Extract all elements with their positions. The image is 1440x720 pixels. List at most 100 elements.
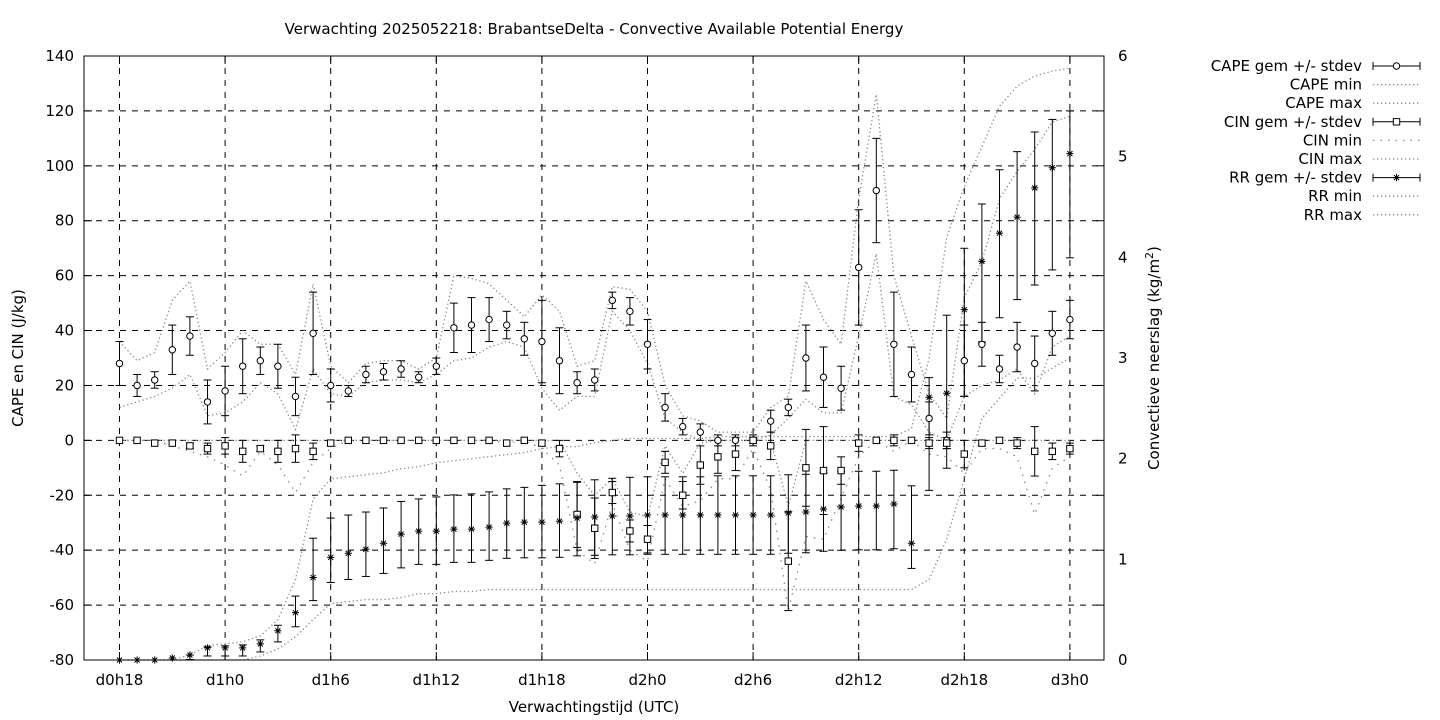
plot-frame	[83, 55, 1105, 661]
cape-mean-point	[344, 387, 352, 395]
rr-mean-point	[397, 530, 405, 538]
x-tick-label: d1h6	[312, 671, 350, 689]
rr-mean-point	[503, 519, 511, 527]
cape-mean-point	[415, 373, 423, 381]
rr-mean-point	[309, 573, 317, 582]
chart-title: Verwachting 2025052218: BrabantseDelta -…	[285, 20, 904, 38]
cape-mean-point	[186, 332, 194, 340]
rr-mean-point	[221, 644, 229, 652]
rr-mean-point	[362, 545, 370, 553]
cape-mean-point	[503, 321, 511, 329]
cin-mean-point	[256, 444, 265, 453]
cin-mean-point	[397, 436, 405, 445]
y2-axis-label: Convectieve neerslag (kg/m2)	[1143, 246, 1163, 470]
cin-mean-point	[925, 439, 933, 447]
rr-mean-point	[978, 257, 986, 265]
grid-lines	[84, 56, 1104, 660]
cape-mean-point	[872, 186, 880, 195]
cape-mean-point	[239, 362, 247, 370]
y-tick-label: -60	[50, 596, 75, 614]
y-tick-label: 100	[45, 157, 74, 175]
rr-max-line	[119, 67, 1071, 661]
cape-mean-point	[855, 263, 863, 272]
x-tick-label: d3h0	[1051, 671, 1089, 689]
cape-mean-point	[291, 392, 300, 401]
cape-mean-point	[679, 422, 687, 431]
cape-mean-point	[731, 436, 740, 445]
cin-mean-point	[819, 466, 828, 475]
legend-label: CAPE max	[1285, 94, 1362, 112]
rr-mean-point	[274, 627, 282, 635]
y-tick-label: 120	[45, 102, 74, 120]
cape-mean-point	[309, 329, 317, 337]
rr-mean-point	[1048, 164, 1056, 172]
x-tick-label: d0h18	[96, 671, 144, 689]
cape-mean-point	[555, 357, 564, 365]
rr-mean-point	[450, 525, 458, 533]
cape-mean-point	[1048, 329, 1057, 337]
rr-mean-point	[731, 511, 740, 519]
cape-mean-point	[978, 340, 986, 348]
cin-mean-point	[274, 447, 282, 456]
rr-mean-point	[749, 511, 757, 519]
rr-mean-point	[327, 553, 335, 561]
y-axis-label: CAPE en CIN (J/kg)	[9, 289, 27, 427]
y2-tick-label: 0	[1118, 651, 1128, 669]
cin-mean-point	[767, 442, 775, 450]
cape-mean-point	[995, 365, 1004, 373]
cin-mean-point	[538, 439, 546, 447]
right-axis-ticks: 6 5 4 3 2 1 0	[1118, 47, 1128, 669]
rr-mean-point	[415, 527, 423, 535]
y-tick-label: 140	[45, 47, 74, 65]
rr-mean-point	[256, 640, 264, 648]
cin-mean-point	[133, 436, 141, 445]
cape-mean-point	[608, 296, 616, 305]
cape-mean-point	[115, 359, 124, 368]
rr-mean-point	[643, 511, 652, 519]
rr-mean-point	[168, 654, 176, 662]
legend-marker	[1392, 62, 1401, 70]
cape-min-line	[119, 253, 1071, 442]
cape-mean-point	[432, 362, 440, 370]
cin-mean-point	[749, 436, 757, 445]
cape-mean-point	[890, 340, 898, 348]
cin-mean-point	[855, 439, 863, 447]
cape-mean-point	[362, 370, 370, 379]
x-tick-label: d2h6	[734, 671, 772, 689]
cape-mean-point	[485, 315, 493, 324]
cin-mean-point	[151, 439, 159, 447]
cape-mean-point	[379, 368, 388, 376]
cape-mean-point	[925, 414, 933, 423]
rr-mean-point	[1066, 150, 1074, 158]
rr-mean-point	[995, 229, 1004, 237]
rr-mean-point	[344, 549, 352, 557]
cin-mean-point	[995, 436, 1004, 445]
cape-mean-point	[133, 381, 141, 390]
y-tick-label: 20	[55, 376, 74, 394]
rr-mean-point	[467, 525, 476, 533]
cin-mean-point	[837, 466, 845, 475]
cape-mean-point	[450, 324, 458, 332]
cin-mean-point	[1031, 447, 1039, 456]
cin-mean-point	[379, 436, 388, 445]
cape-mean-point	[520, 335, 528, 343]
cape-mean-point	[274, 362, 282, 370]
cape-mean-point	[696, 428, 704, 436]
cape-mean-point	[327, 381, 335, 390]
y-tick-label: 80	[55, 212, 74, 230]
rr-mean-point	[784, 509, 792, 517]
y2-tick-label: 1	[1118, 550, 1128, 568]
cin-mean-point	[327, 439, 335, 447]
rr-mean-point	[661, 511, 669, 519]
rr-min-line	[119, 357, 1071, 661]
rr-mean-point	[907, 539, 916, 547]
legend-label: CIN max	[1298, 150, 1362, 168]
cin-mean-point	[1066, 444, 1074, 453]
cape-mean-point	[151, 376, 159, 384]
legend-label: CAPE min	[1290, 76, 1362, 94]
legend-label: RR max	[1304, 206, 1362, 224]
y-tick-label: 40	[55, 322, 74, 340]
cape-mean-point	[714, 436, 722, 445]
